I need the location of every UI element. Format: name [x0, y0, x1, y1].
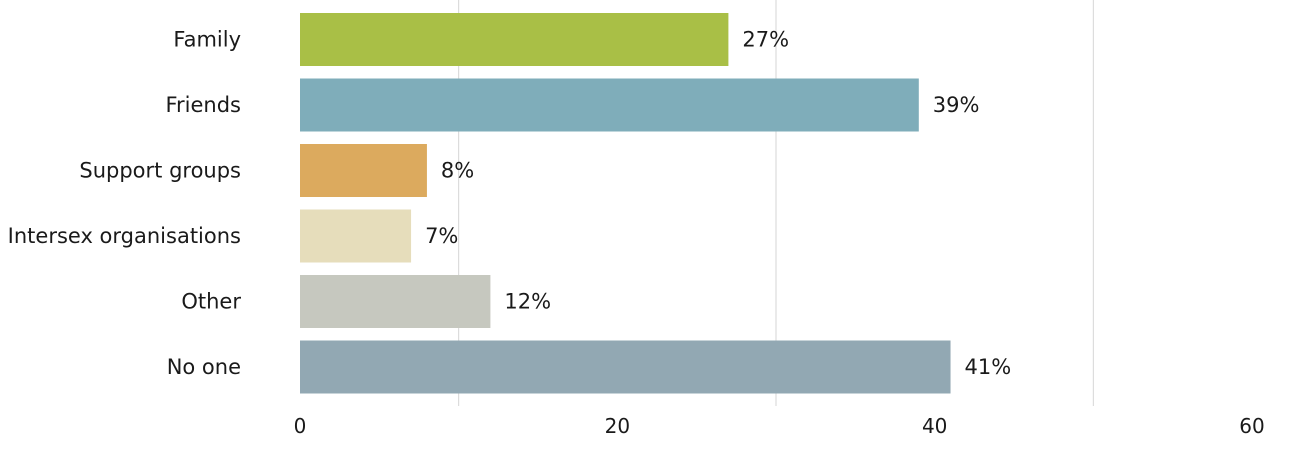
value-label: 8% — [441, 159, 474, 183]
bar — [300, 144, 427, 197]
value-label: 12% — [504, 290, 551, 314]
value-labels: 27% 39% 8% 7% 12% 41% — [425, 28, 1011, 380]
category-label: Other — [181, 290, 241, 314]
value-label: 27% — [742, 28, 789, 52]
value-label: 39% — [933, 93, 980, 117]
category-label: Intersex organisations — [8, 224, 241, 248]
x-tick-label: 60 — [1239, 414, 1264, 438]
x-tick-label: 0 — [294, 414, 307, 438]
gridlines — [458, 0, 1094, 406]
bar — [300, 275, 491, 328]
bar — [300, 209, 412, 263]
bar — [300, 78, 919, 132]
category-label: Friends — [165, 93, 241, 117]
category-label: No one — [167, 355, 241, 379]
x-tick-label: 40 — [922, 414, 947, 438]
bars — [300, 13, 951, 394]
bar — [300, 340, 951, 394]
category-label: Family — [173, 28, 241, 52]
x-axis-ticks: 0 20 40 60 — [294, 414, 1265, 438]
category-labels: Family Friends Support groups Intersex orga… — [8, 28, 242, 380]
value-label: 7% — [425, 224, 458, 248]
category-label: Support groups — [79, 159, 241, 183]
x-tick-label: 20 — [605, 414, 630, 438]
value-label: 41% — [965, 355, 1012, 379]
bar — [300, 13, 729, 66]
